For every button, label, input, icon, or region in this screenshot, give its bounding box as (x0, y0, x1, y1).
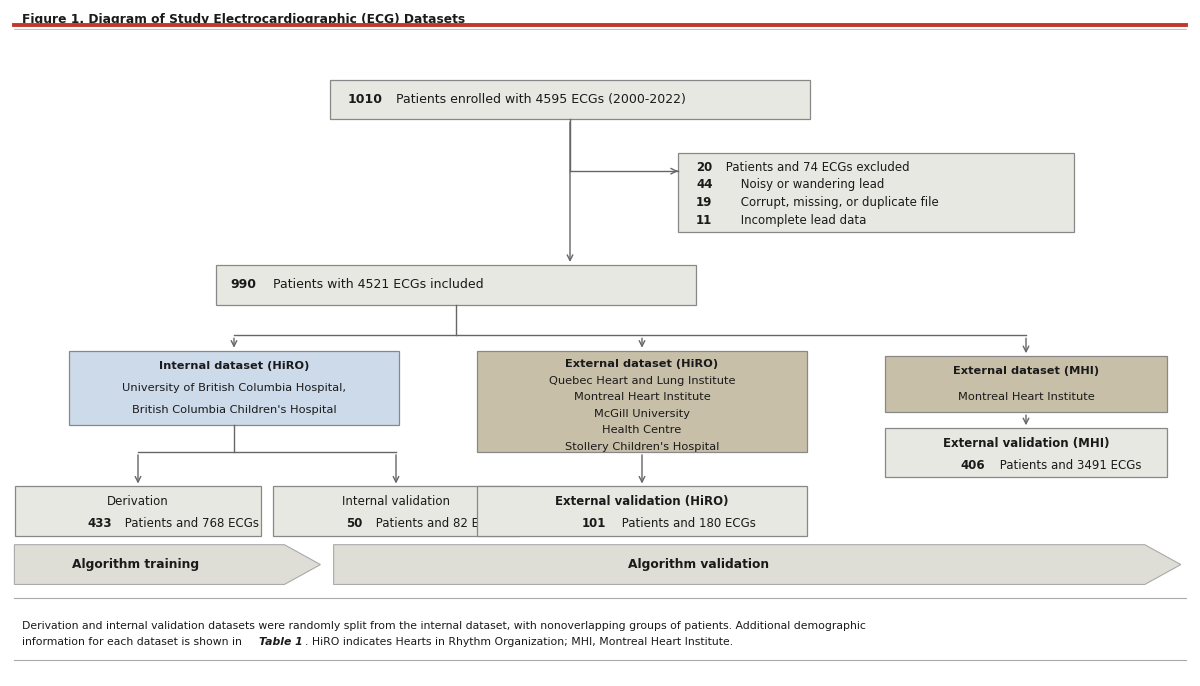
Text: Patients and 768 ECGs: Patients and 768 ECGs (121, 517, 259, 530)
Text: Algorithm validation: Algorithm validation (628, 558, 769, 571)
Text: Algorithm training: Algorithm training (72, 558, 199, 571)
Text: Patients and 82 ECGs: Patients and 82 ECGs (372, 517, 503, 530)
Bar (16, 486, 262, 536)
Bar (478, 486, 808, 536)
Text: Incomplete lead data: Incomplete lead data (737, 214, 866, 227)
Bar (330, 80, 810, 119)
Bar (216, 265, 696, 305)
Text: Stollery Children's Hospital: Stollery Children's Hospital (565, 442, 719, 451)
Text: 44: 44 (696, 178, 713, 191)
Text: British Columbia Children's Hospital: British Columbia Children's Hospital (132, 405, 336, 414)
Text: Patients and 3491 ECGs: Patients and 3491 ECGs (996, 459, 1141, 471)
Polygon shape (334, 545, 1181, 584)
Text: External dataset (MHI): External dataset (MHI) (953, 366, 1099, 376)
Text: University of British Columbia Hospital,: University of British Columbia Hospital, (122, 383, 346, 392)
Text: External dataset (HiRO): External dataset (HiRO) (565, 359, 719, 369)
Text: Table 1: Table 1 (259, 637, 302, 647)
Text: Noisy or wandering lead: Noisy or wandering lead (737, 178, 884, 191)
Text: External validation (MHI): External validation (MHI) (943, 437, 1109, 449)
Bar (70, 351, 398, 425)
Text: Patients and 180 ECGs: Patients and 180 ECGs (618, 517, 756, 530)
Text: Derivation: Derivation (107, 495, 169, 508)
Text: Internal validation: Internal validation (342, 495, 450, 508)
Text: information for each dataset is shown in: information for each dataset is shown in (22, 637, 245, 647)
Text: Quebec Heart and Lung Institute: Quebec Heart and Lung Institute (548, 376, 736, 386)
Text: 20: 20 (696, 161, 713, 174)
Text: Patients enrolled with 4595 ECGs (2000-2022): Patients enrolled with 4595 ECGs (2000-2… (392, 93, 686, 106)
Text: Corrupt, missing, or duplicate file: Corrupt, missing, or duplicate file (737, 196, 938, 209)
Bar (886, 428, 1166, 477)
Text: 101: 101 (582, 517, 606, 530)
Text: 990: 990 (230, 279, 257, 291)
Text: 19: 19 (696, 196, 713, 209)
Text: 433: 433 (88, 517, 112, 530)
Text: Patients with 4521 ECGs included: Patients with 4521 ECGs included (269, 279, 484, 291)
Bar (478, 351, 808, 452)
Text: External validation (HiRO): External validation (HiRO) (556, 495, 728, 508)
Text: Montreal Heart Institute: Montreal Heart Institute (958, 392, 1094, 402)
Text: Montreal Heart Institute: Montreal Heart Institute (574, 392, 710, 402)
Polygon shape (14, 545, 320, 584)
Text: Figure 1. Diagram of Study Electrocardiographic (ECG) Datasets: Figure 1. Diagram of Study Electrocardio… (22, 13, 464, 25)
Bar (274, 486, 520, 536)
Text: Internal dataset (HiRO): Internal dataset (HiRO) (158, 361, 310, 370)
Bar (678, 153, 1074, 232)
Text: Patients and 74 ECGs excluded: Patients and 74 ECGs excluded (722, 161, 910, 174)
Text: 11: 11 (696, 214, 713, 227)
Text: 50: 50 (346, 517, 362, 530)
Text: Derivation and internal validation datasets were randomly split from the interna: Derivation and internal validation datas… (22, 621, 865, 630)
Bar (886, 356, 1166, 412)
Text: 1010: 1010 (348, 93, 383, 106)
Text: 406: 406 (960, 459, 985, 471)
Text: McGill University: McGill University (594, 409, 690, 418)
Text: Health Centre: Health Centre (602, 425, 682, 435)
Text: . HiRO indicates Hearts in Rhythm Organization; MHI, Montreal Heart Institute.: . HiRO indicates Hearts in Rhythm Organi… (305, 637, 733, 647)
